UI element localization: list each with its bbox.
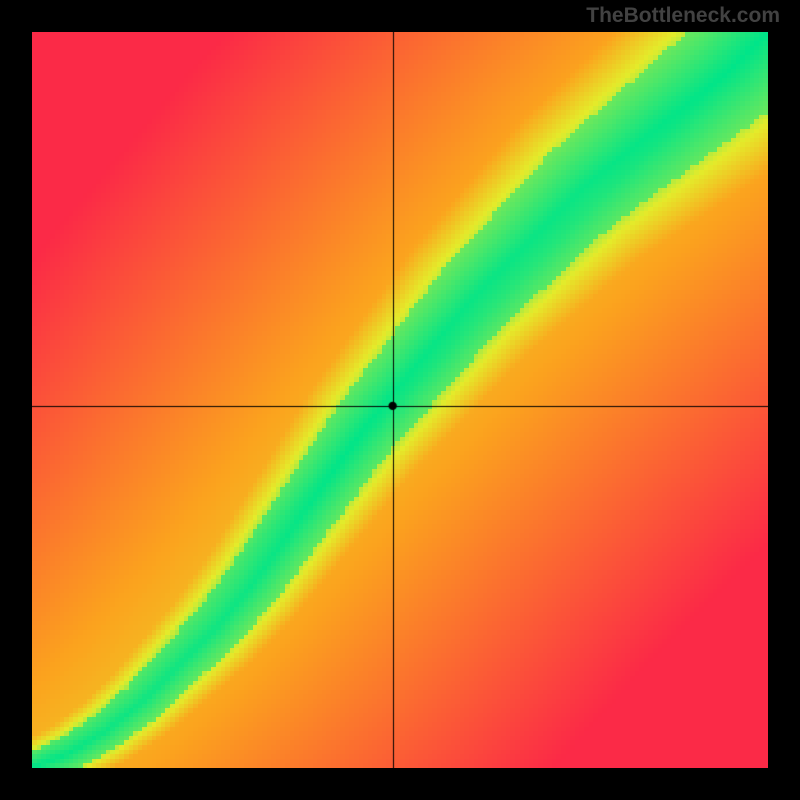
bottleneck-heatmap xyxy=(32,32,768,768)
watermark-text: TheBottleneck.com xyxy=(586,4,780,28)
chart-stage: TheBottleneck.com xyxy=(0,0,800,800)
